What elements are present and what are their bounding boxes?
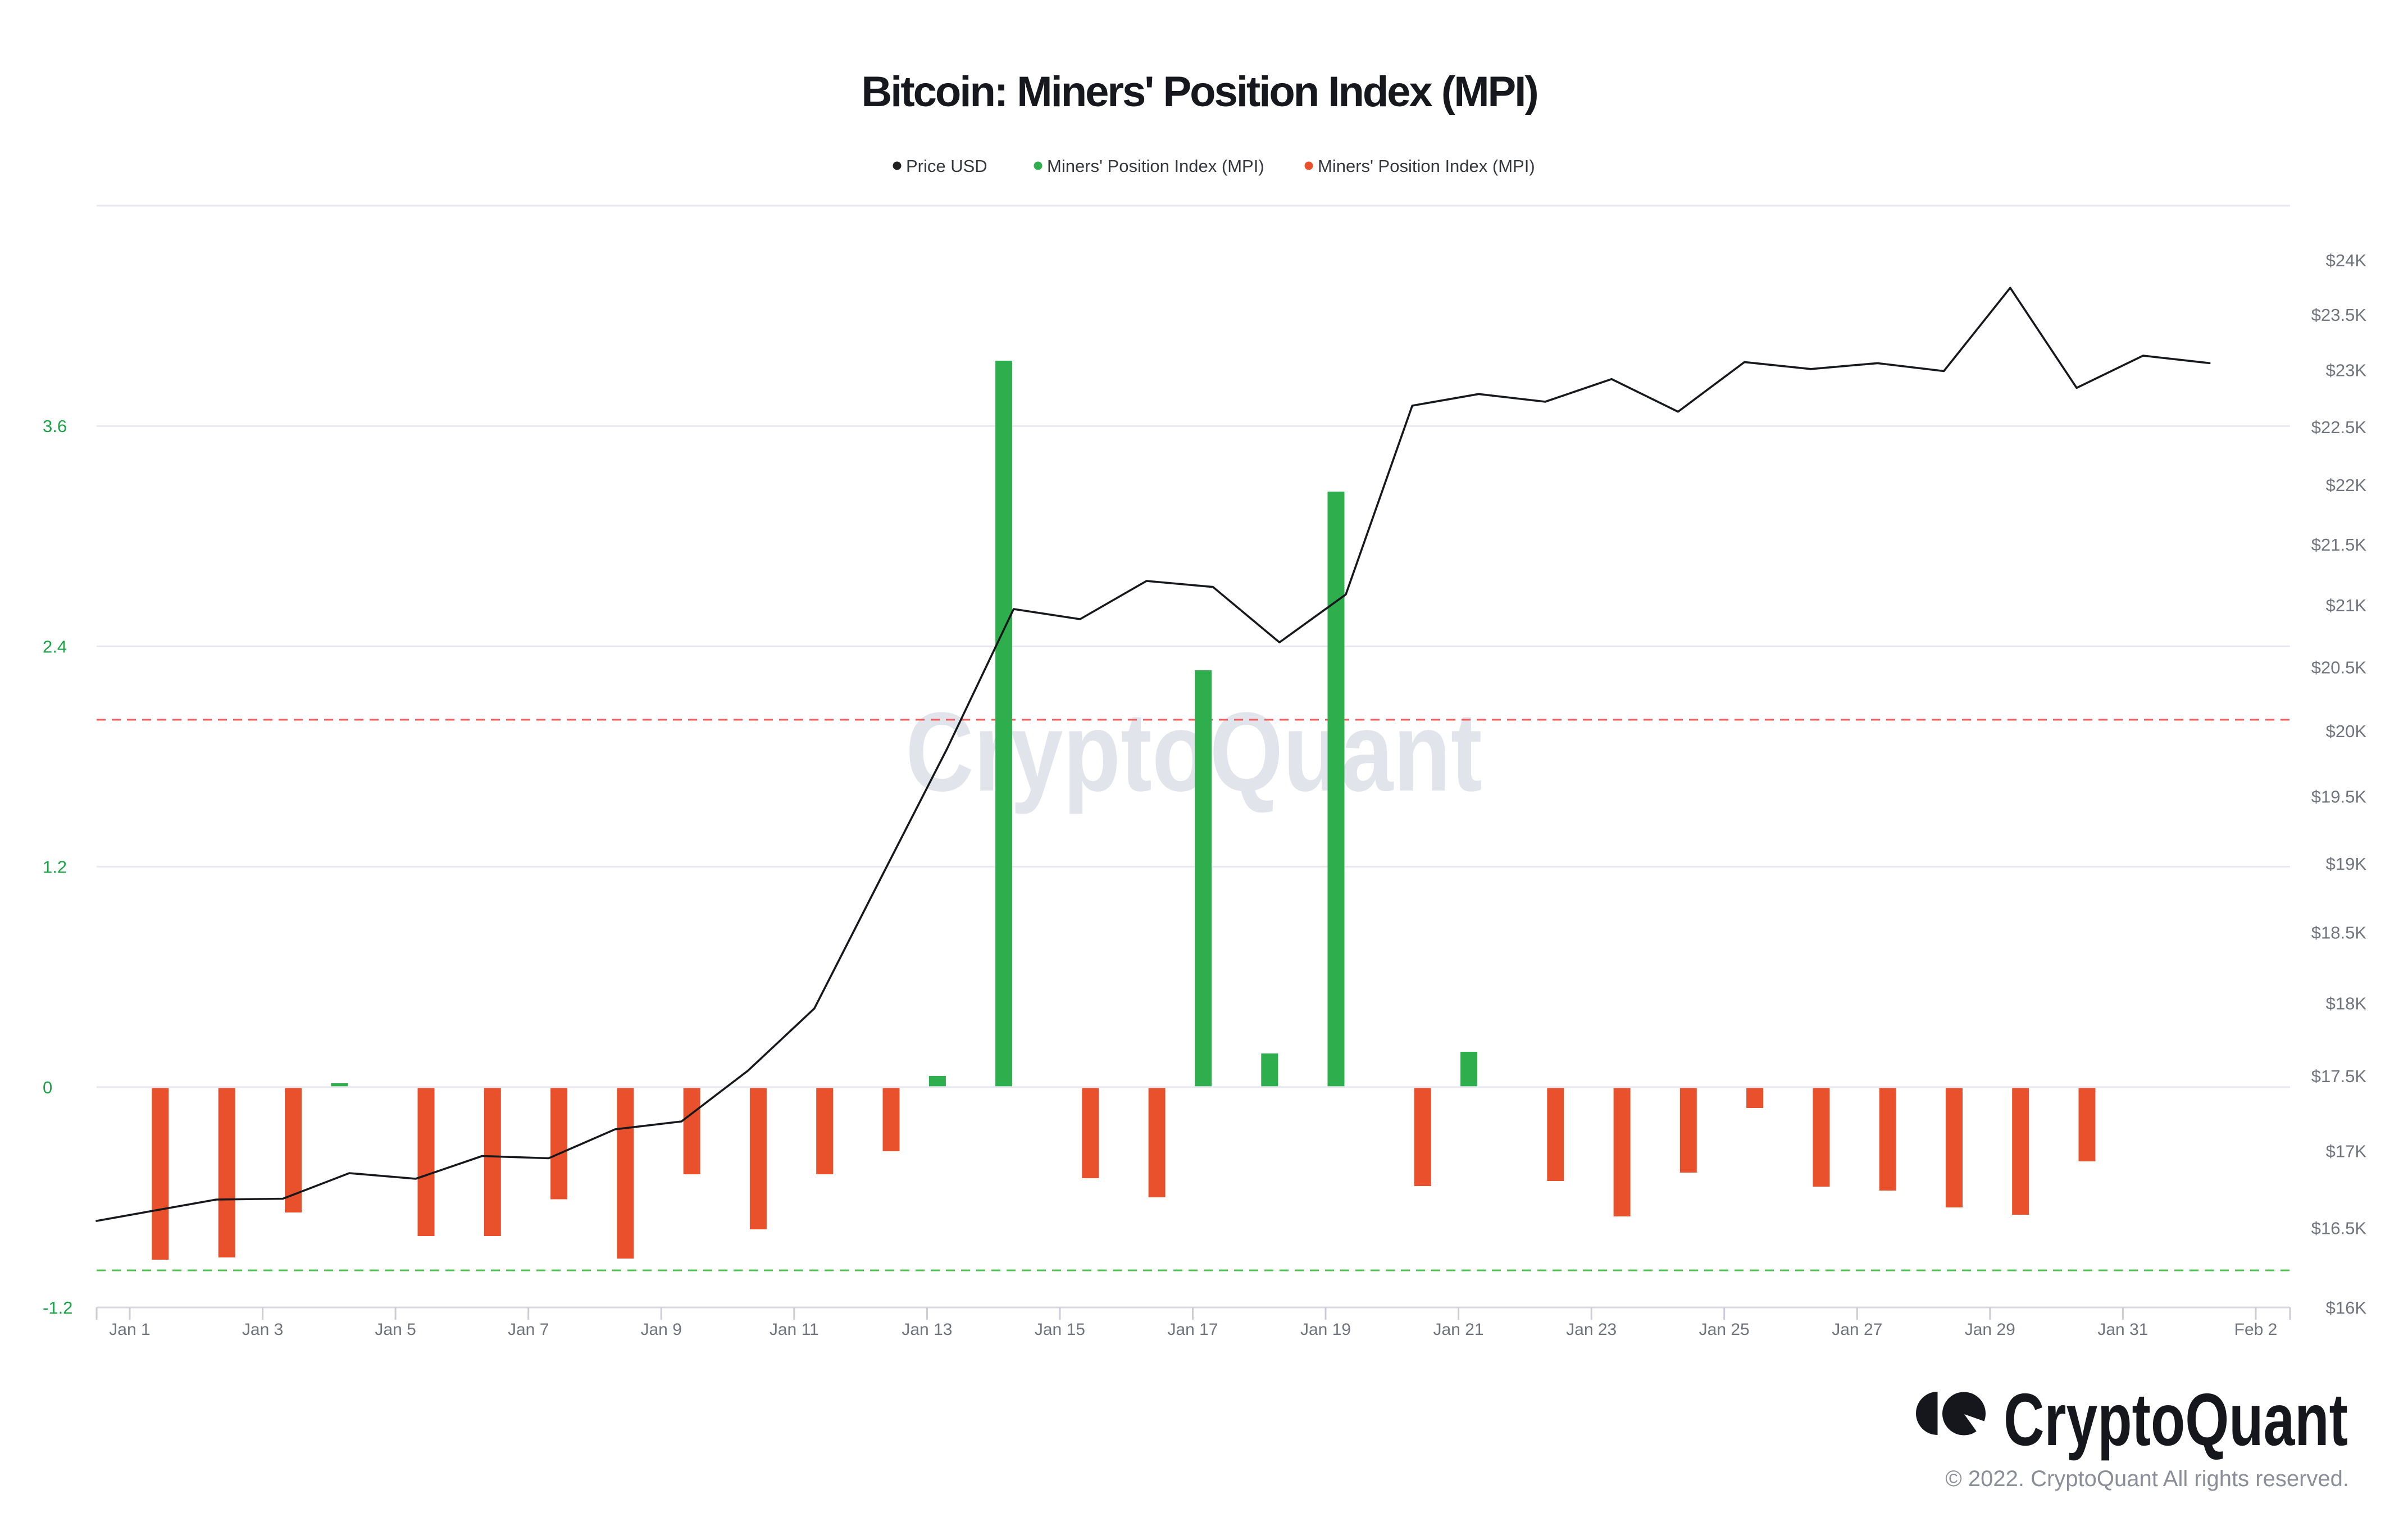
svg-text:Feb 2: Feb 2	[2234, 1320, 2278, 1339]
svg-text:Jan 19: Jan 19	[1300, 1320, 1351, 1339]
svg-text:Jan 9: Jan 9	[641, 1320, 682, 1339]
svg-text:$18K: $18K	[2326, 994, 2367, 1014]
svg-text:Price USD: Price USD	[906, 156, 987, 176]
svg-text:1.2: 1.2	[43, 857, 67, 877]
svg-text:Jan 27: Jan 27	[1832, 1320, 1882, 1339]
svg-text:$19K: $19K	[2326, 854, 2367, 874]
svg-text:$21K: $21K	[2326, 596, 2367, 615]
svg-text:Jan 7: Jan 7	[508, 1320, 549, 1339]
svg-text:$16.5K: $16.5K	[2311, 1219, 2367, 1238]
svg-text:$18.5K: $18.5K	[2311, 923, 2367, 943]
svg-text:Jan 25: Jan 25	[1699, 1320, 1750, 1339]
svg-text:0: 0	[43, 1078, 52, 1097]
svg-text:$16K: $16K	[2326, 1298, 2367, 1318]
svg-text:$23.5K: $23.5K	[2311, 305, 2367, 325]
svg-text:$19.5K: $19.5K	[2311, 787, 2367, 807]
svg-text:Miners' Position Index (MPI): Miners' Position Index (MPI)	[1047, 156, 1264, 176]
svg-text:$20K: $20K	[2326, 721, 2367, 741]
svg-text:Jan 5: Jan 5	[375, 1320, 416, 1339]
svg-text:$17.5K: $17.5K	[2311, 1066, 2367, 1086]
svg-text:Jan 3: Jan 3	[242, 1320, 283, 1339]
svg-text:Jan 21: Jan 21	[1433, 1320, 1484, 1339]
svg-text:Jan 1: Jan 1	[109, 1320, 150, 1339]
svg-text:Jan 23: Jan 23	[1566, 1320, 1617, 1339]
svg-text:© 2022. CryptoQuant All rights: © 2022. CryptoQuant All rights reserved.	[1945, 1466, 2349, 1491]
svg-text:Jan 17: Jan 17	[1167, 1320, 1218, 1339]
svg-text:Miners' Position Index (MPI): Miners' Position Index (MPI)	[1318, 156, 1535, 176]
svg-text:$21.5K: $21.5K	[2311, 535, 2367, 555]
svg-text:Jan 11: Jan 11	[770, 1320, 819, 1339]
svg-text:Jan 13: Jan 13	[902, 1320, 952, 1339]
svg-text:-1.2: -1.2	[43, 1298, 72, 1318]
svg-text:3.6: 3.6	[43, 416, 67, 436]
svg-text:Jan 15: Jan 15	[1035, 1320, 1085, 1339]
svg-text:Jan 31: Jan 31	[2097, 1320, 2148, 1339]
svg-text:Bitcoin: Miners' Position Inde: Bitcoin: Miners' Position Index (MPI)	[861, 68, 1537, 116]
svg-text:CryptoQuant: CryptoQuant	[905, 689, 1482, 815]
svg-text:$22.5K: $22.5K	[2311, 417, 2367, 437]
svg-text:$24K: $24K	[2326, 251, 2367, 270]
svg-text:Jan 29: Jan 29	[1965, 1320, 2015, 1339]
svg-text:$17K: $17K	[2326, 1141, 2367, 1161]
svg-text:$23K: $23K	[2326, 361, 2367, 380]
svg-text:2.4: 2.4	[43, 637, 67, 656]
svg-text:$20.5K: $20.5K	[2311, 658, 2367, 678]
svg-text:CryptoQuant: CryptoQuant	[2004, 1378, 2348, 1461]
svg-text:$22K: $22K	[2326, 475, 2367, 495]
